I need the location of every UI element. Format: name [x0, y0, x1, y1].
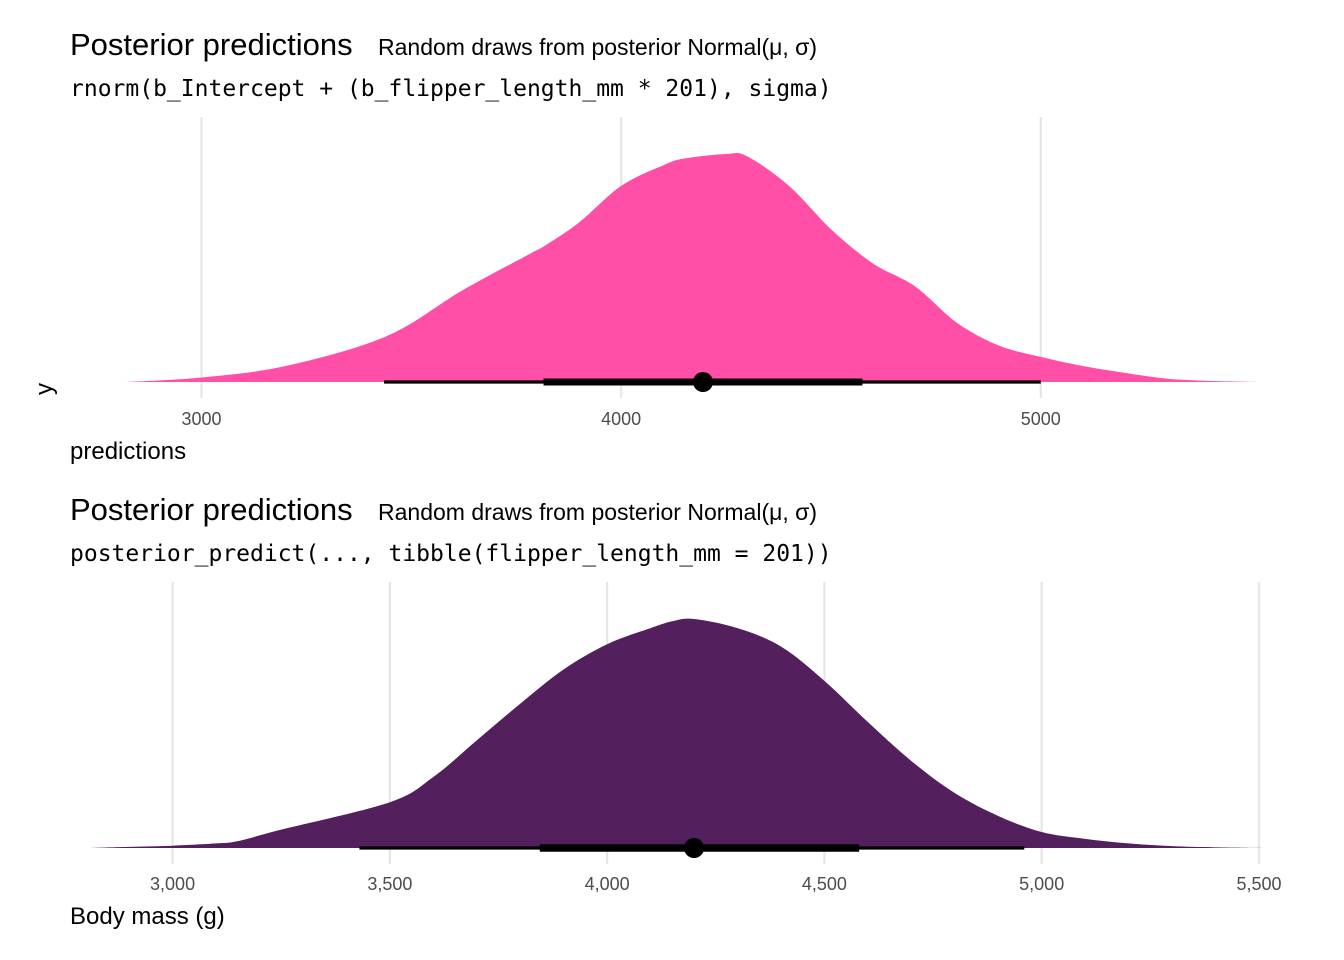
x-tick-label: 5000 [1021, 409, 1061, 429]
panel-2-title: Posterior predictions [70, 492, 353, 527]
x-tick-label: 4,500 [802, 874, 847, 894]
x-tick-label: 3,500 [367, 874, 412, 894]
panel-1-x-ticks: 3000 4000 5000 [182, 409, 1061, 429]
panel-1-title: Posterior predictions [70, 27, 353, 62]
x-tick-label: 5,500 [1236, 874, 1281, 894]
chart-panel-1: Posterior predictions Random draws from … [31, 27, 1259, 465]
panel-2-code-caption: posterior_predict(..., tibble(flipper_le… [70, 541, 832, 567]
panel-2-x-ticks: 3,000 3,500 4,000 4,500 5,000 5,500 [150, 874, 1281, 894]
panel-1-x-axis-label: predictions [70, 438, 186, 465]
panel-2-point-estimate [684, 838, 705, 858]
panel-2-subtitle: Random draws from posterior Normal(μ, σ) [378, 499, 817, 525]
chart-panel-2: Posterior predictions Random draws from … [70, 492, 1281, 930]
panel-2-density-area [90, 618, 1272, 848]
x-tick-label: 4,000 [585, 874, 630, 894]
x-tick-label: 5,000 [1019, 874, 1064, 894]
panel-1-subtitle: Random draws from posterior Normal(μ, σ) [378, 34, 817, 60]
panel-1-density-area [126, 153, 1259, 382]
panel-1-code-caption: rnorm(b_Intercept + (b_flipper_length_mm… [70, 76, 832, 102]
panel-1-y-axis-label: y [31, 383, 58, 395]
panel-2-x-axis-label: Body mass (g) [70, 903, 225, 930]
x-tick-label: 3,000 [150, 874, 195, 894]
panel-1-point-estimate [692, 372, 713, 392]
x-tick-label: 3000 [182, 409, 222, 429]
x-tick-label: 4000 [601, 409, 641, 429]
